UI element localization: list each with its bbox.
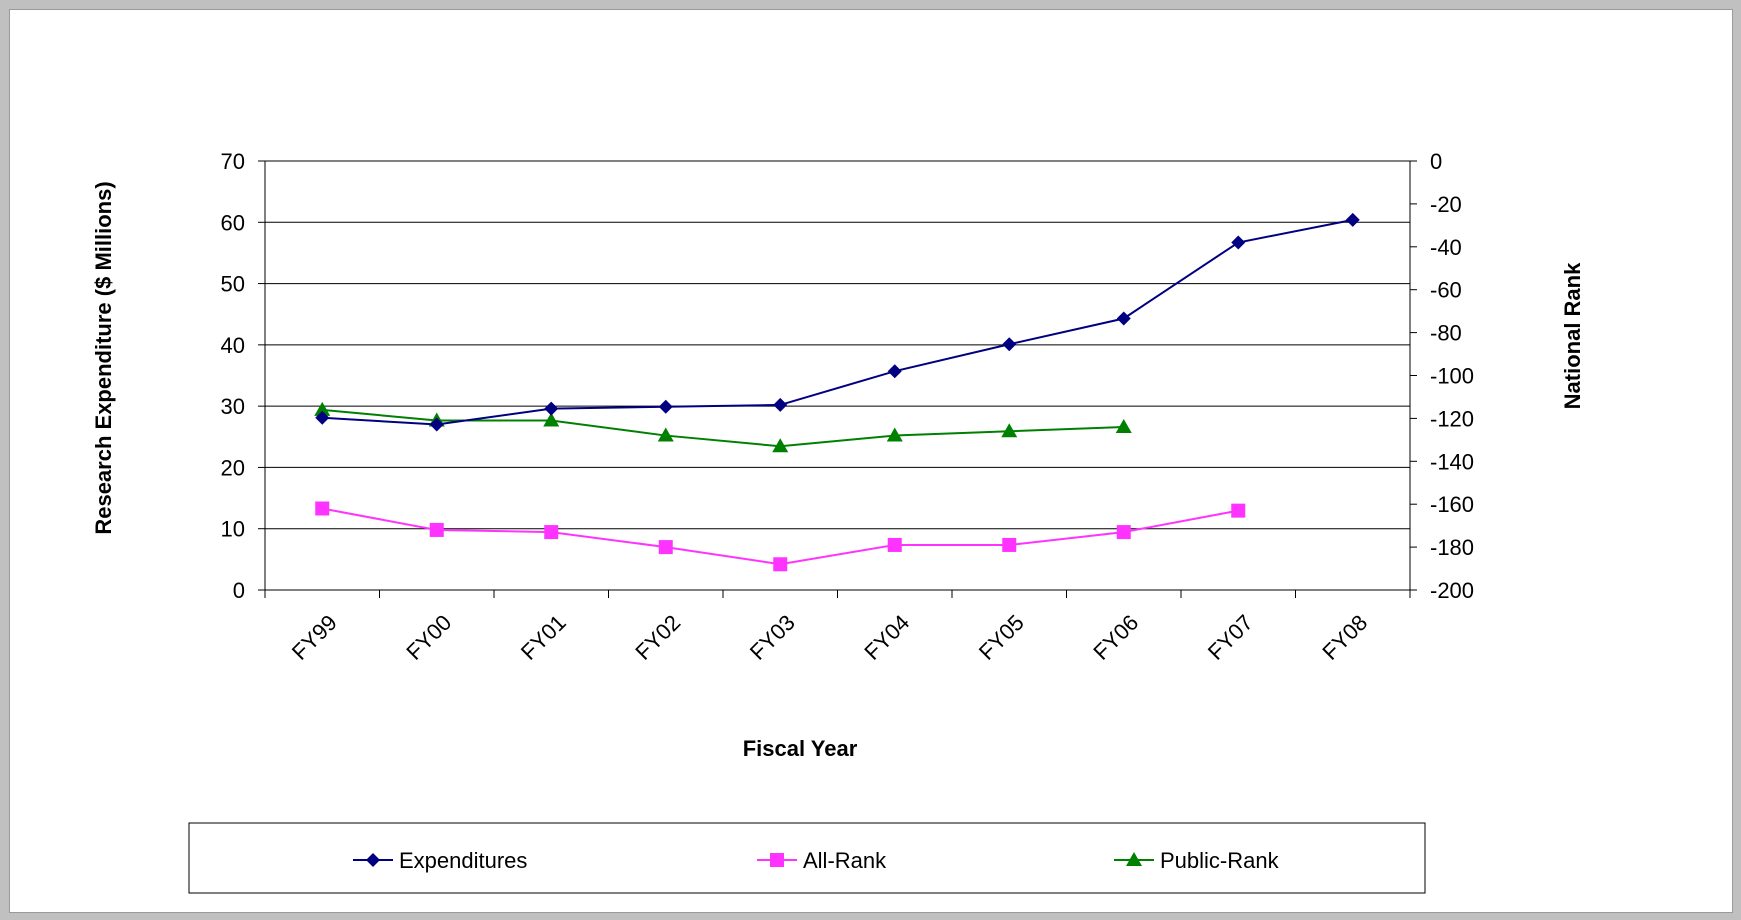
y-tick-label: 10 xyxy=(221,517,245,542)
data-point xyxy=(315,410,330,425)
series-expenditures xyxy=(315,212,1360,432)
data-point xyxy=(544,401,559,416)
legend-label: All-Rank xyxy=(803,848,887,873)
y2-tick-label: -60 xyxy=(1430,278,1462,303)
y2-tick-label: -120 xyxy=(1430,406,1474,431)
data-point xyxy=(773,397,788,412)
data-point xyxy=(1231,235,1246,250)
data-point xyxy=(1116,311,1131,326)
data-point xyxy=(1115,418,1132,433)
y-tick-label: 30 xyxy=(221,394,245,419)
y-axis-title: Research Expenditure ($ Millions) xyxy=(91,181,116,534)
data-point xyxy=(772,438,789,453)
legend-item-expenditures: Expenditures xyxy=(353,848,527,873)
y2-axis-title: National Rank xyxy=(1560,262,1585,409)
series-layer xyxy=(314,212,1360,572)
y2-tick-label: -140 xyxy=(1430,449,1474,474)
data-point xyxy=(657,427,674,442)
y-tick-label: 20 xyxy=(221,455,245,480)
x-tick-label: FY06 xyxy=(1088,610,1143,665)
y2-tick-label: -160 xyxy=(1430,492,1474,517)
y2-tick-label: -40 xyxy=(1430,235,1462,260)
data-point xyxy=(886,427,903,442)
data-point xyxy=(1001,423,1018,438)
line-chart: 010203040506070-200-180-160-140-120-100-… xyxy=(91,149,1585,894)
data-point xyxy=(543,412,560,427)
x-tick-label: FY08 xyxy=(1317,610,1372,665)
series-line xyxy=(322,507,1239,566)
y-tick-label: 0 xyxy=(233,578,245,603)
data-point xyxy=(544,525,559,540)
legend-label: Public-Rank xyxy=(1160,848,1280,873)
y2-tick-label: -200 xyxy=(1430,578,1474,603)
x-tick-label: FY02 xyxy=(630,610,685,665)
chart-frame: 0 10 20 30 40 50 60 70 -200 -180 -160 -140 -120 -100-… xyxy=(9,9,1733,913)
x-tick-label: FY01 xyxy=(516,610,571,665)
data-point xyxy=(1002,337,1017,352)
data-point xyxy=(887,364,902,379)
series-line xyxy=(322,218,1353,426)
data-point xyxy=(1231,503,1246,518)
data-point xyxy=(773,557,788,572)
legend-marker xyxy=(1126,852,1142,866)
data-point xyxy=(1345,212,1360,227)
x-tick-label: FY04 xyxy=(859,610,914,665)
data-point xyxy=(658,540,673,555)
y-tick-label: 70 xyxy=(221,149,245,174)
legend-label: Expenditures xyxy=(399,848,527,873)
legend-marker xyxy=(770,853,784,867)
series-all-rank xyxy=(315,501,1246,572)
x-axis-title: Fiscal Year xyxy=(743,736,858,761)
data-point xyxy=(887,537,902,552)
x-tick-label: FY07 xyxy=(1203,610,1258,665)
data-point xyxy=(314,401,331,416)
x-tick-label: FY99 xyxy=(287,610,342,665)
series-line xyxy=(322,408,1124,448)
gridlines xyxy=(265,221,1410,530)
legend-marker xyxy=(366,853,380,867)
y2-tick-label: -180 xyxy=(1430,535,1474,560)
y2-tick-label: -20 xyxy=(1430,192,1462,217)
x-tick-label: FY05 xyxy=(974,610,1029,665)
data-point xyxy=(658,399,673,414)
data-point xyxy=(1116,525,1131,540)
data-point xyxy=(429,522,444,537)
x-tick-label: FY00 xyxy=(401,610,456,665)
axes: 010203040506070-200-180-160-140-120-100-… xyxy=(221,149,1475,665)
y-tick-label: 50 xyxy=(221,272,245,297)
legend-item-all-rank: All-Rank xyxy=(757,848,887,873)
y-tick-label: 40 xyxy=(221,333,245,358)
y2-tick-label: -80 xyxy=(1430,321,1462,346)
legend xyxy=(188,822,1426,894)
data-point xyxy=(429,417,444,432)
x-tick-label: FY03 xyxy=(745,610,800,665)
y2-tick-label: -100 xyxy=(1430,364,1474,389)
y-tick-label: 60 xyxy=(221,210,245,235)
y2-tick-label: 0 xyxy=(1430,149,1442,174)
legend-items: Expenditures All-Rank Public-Rank xyxy=(353,848,1280,873)
data-point xyxy=(315,501,330,516)
legend-item-public-rank: Public-Rank xyxy=(1114,848,1280,873)
data-point xyxy=(1002,537,1017,552)
series-public-rank xyxy=(314,401,1132,453)
